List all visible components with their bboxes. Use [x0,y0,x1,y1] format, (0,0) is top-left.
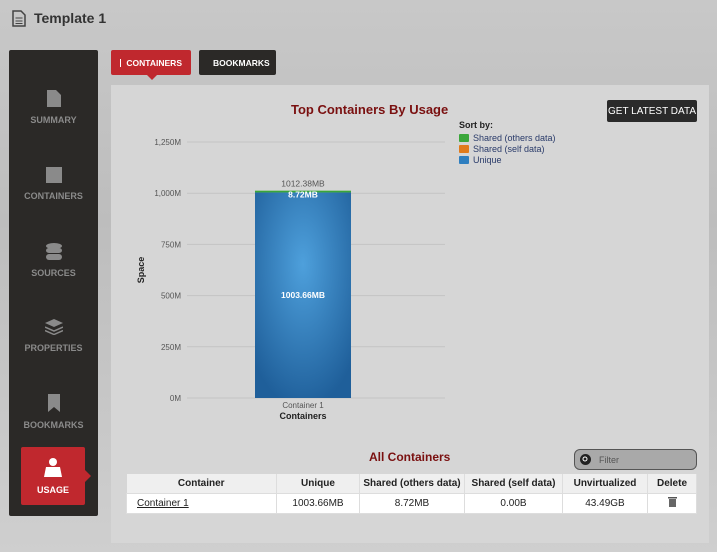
document-icon [46,89,61,107]
bookmark-icon [47,394,60,412]
data-label-unique: 1003.66MB [281,290,325,300]
sidebar-item-sources[interactable]: SOURCES [9,230,98,290]
table-row: Container 1 1003.66MB 8.72MB 0.00B 43.49… [126,492,697,514]
sidebar-item-properties[interactable]: PROPERTIES [9,306,98,366]
chart-title: Top Containers By Usage [291,102,449,117]
sidebar-item-summary[interactable]: SUMMARY [9,77,98,137]
x-axis-label: Containers [279,411,326,421]
usage-chart: 0M 250M 500M 750M 1,000M 1,250M 1012.38MB8.72M… [136,138,445,421]
sidebar-item-usage[interactable]: USAGE [21,447,91,505]
legend-title: Sort by: [459,120,494,130]
legend-swatch [459,144,469,153]
get-latest-data-button[interactable]: GET LATEST DATA [607,100,697,122]
y-tick-label: 0M [170,394,181,403]
container-icon [45,167,62,183]
total-label: 1012.38MB [281,179,325,189]
document-icon [12,9,26,27]
sidebar-item-bookmarks[interactable]: BOOKMARKS [9,382,98,442]
trash-icon[interactable] [667,496,677,507]
legend-item-shared-self[interactable]: Shared (self data) [459,143,556,154]
sidebar: SUMMARY CONTAINERS SOURCES PROPERTIES BO… [9,50,98,516]
search-icon [580,454,591,465]
tab-containers[interactable]: CONTAINERS [111,50,191,80]
cell-shared-others: 8.72MB [359,492,465,514]
cell-unvirtualized: 43.49GB [562,492,648,514]
sidebar-item-containers[interactable]: CONTAINERS [9,154,98,214]
bar-unique[interactable] [255,192,351,398]
filter-input[interactable]: Filter [574,449,697,470]
x-tick-label: Container 1 [282,401,324,410]
page-title: Template 1 [34,10,107,26]
legend-item-shared-others[interactable]: Shared (others data) [459,132,556,143]
chart-legend: Sort by: Shared (others data) Shared (se… [459,120,556,165]
column-header: Delete [647,474,697,493]
column-header[interactable]: Container [126,474,277,493]
cell-shared-self: 0.00B [464,492,563,514]
table-title: All Containers [369,450,451,464]
legend-item-unique[interactable]: Unique [459,154,556,165]
data-label-shared-others: 8.72MB [288,190,318,200]
y-tick-label: 1,000M [154,189,181,198]
usage-icon [44,458,62,477]
bar-shared-others-data-[interactable] [255,190,351,193]
y-axis-label: Space [136,257,146,284]
y-tick-label: 1,250M [154,138,181,147]
y-tick-label: 500M [161,292,181,301]
legend-swatch [459,155,469,164]
usage-panel: Top Containers By Usage GET LATEST DATA … [111,85,709,543]
container-icon [120,58,122,67]
y-tick-label: 750M [161,240,181,249]
column-header[interactable]: Shared (self data) [464,474,563,493]
legend-swatch [459,133,469,142]
header: Template 1 [0,0,717,36]
column-header[interactable]: Unvirtualized [562,474,648,493]
container-link[interactable]: Container 1 [137,497,189,509]
database-icon [45,242,62,260]
y-tick-label: 250M [161,343,181,352]
layers-icon [44,319,63,335]
column-header[interactable]: Unique [276,474,360,493]
column-header[interactable]: Shared (others data) [359,474,465,493]
containers-table: Container Unique Shared (others data) Sh… [126,474,697,514]
tab-bookmarks[interactable]: BOOKMARKS [199,50,276,75]
cell-unique: 1003.66MB [276,492,360,514]
